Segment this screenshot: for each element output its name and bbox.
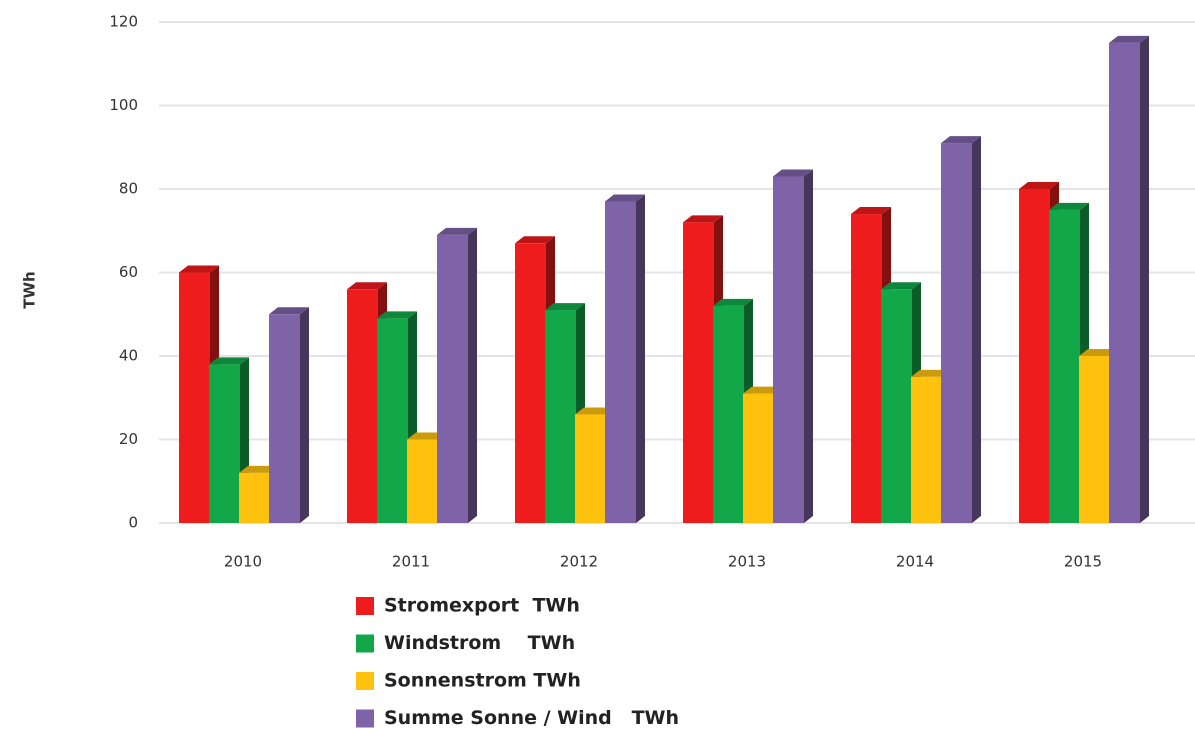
bar-face (911, 376, 942, 523)
bar (377, 311, 417, 523)
legend-label: Sonnenstrom TWh (384, 670, 581, 692)
bar-face (1079, 356, 1110, 523)
bar-face (437, 227, 477, 235)
bar-face (1109, 42, 1140, 523)
legend-swatch (356, 709, 374, 728)
y-tick-label: 120 (109, 13, 138, 31)
bar-face (515, 243, 546, 523)
bar (269, 307, 309, 523)
bar-face (851, 214, 882, 524)
legend-label: Windstrom TWh (384, 632, 575, 654)
x-tick-label: 2013 (728, 553, 766, 571)
legend-label: Summe Sonne / Wind TWh (384, 707, 679, 729)
bar-face (941, 143, 972, 523)
bar-face (881, 289, 912, 523)
bar-face (209, 357, 249, 365)
y-tick-label: 20 (119, 430, 138, 448)
legend-swatch (356, 672, 374, 690)
legend-swatch (356, 597, 374, 615)
bar-face (545, 303, 585, 311)
bar-face (545, 310, 576, 523)
bar-face (347, 282, 387, 290)
bar (1109, 35, 1149, 523)
bar-face (773, 169, 813, 177)
bar-face (1109, 35, 1149, 43)
bar-face (851, 207, 891, 215)
bar-face (300, 307, 309, 523)
bar-face (972, 136, 981, 523)
bar-face (179, 272, 210, 523)
x-tick-label: 2014 (896, 553, 934, 571)
bar-face (713, 298, 753, 306)
bar-face (269, 307, 309, 315)
y-tick-label: 100 (109, 96, 138, 114)
bar-face (377, 318, 408, 523)
bar-face (881, 282, 921, 290)
bar-face (683, 222, 714, 523)
bar (437, 227, 477, 524)
y-axis-label: TWh (21, 271, 39, 308)
bar-face (407, 439, 438, 523)
bar (1049, 202, 1089, 523)
bar-face (468, 227, 477, 524)
bar-face (683, 215, 723, 223)
x-tick-label: 2015 (1064, 553, 1102, 571)
bar-face (1049, 209, 1080, 523)
bar (605, 194, 645, 523)
bar-face (347, 289, 378, 523)
bar-face (605, 194, 645, 202)
legend-label: Stromexport TWh (384, 595, 580, 617)
bar-face (377, 311, 417, 319)
bar-face (804, 169, 813, 523)
bar (941, 136, 981, 523)
bar-face (1019, 182, 1059, 189)
bar-face (1049, 202, 1089, 210)
bar-face (713, 305, 744, 523)
bar-face (941, 136, 981, 144)
x-tick-label: 2010 (224, 553, 262, 571)
bar-face (605, 201, 636, 523)
bar-face (1019, 189, 1050, 523)
x-tick-label: 2011 (392, 553, 430, 571)
bar-face (773, 176, 804, 523)
bar-face (179, 265, 219, 273)
bar-face (575, 414, 606, 523)
bar-face (743, 393, 774, 523)
bar-face (1140, 35, 1149, 523)
y-tick-label: 80 (119, 180, 138, 198)
y-tick-label: 60 (119, 263, 138, 281)
bar (773, 169, 813, 523)
bar-face (269, 314, 300, 523)
bar-face (636, 194, 645, 523)
bar-face (515, 236, 555, 244)
bar-face (209, 364, 240, 523)
bar-face (437, 234, 468, 524)
x-tick-label: 2012 (560, 553, 598, 571)
legend-swatch (356, 634, 374, 653)
y-tick-label: 0 (128, 514, 138, 532)
y-tick-label: 40 (119, 347, 138, 365)
bar-face (239, 472, 270, 523)
